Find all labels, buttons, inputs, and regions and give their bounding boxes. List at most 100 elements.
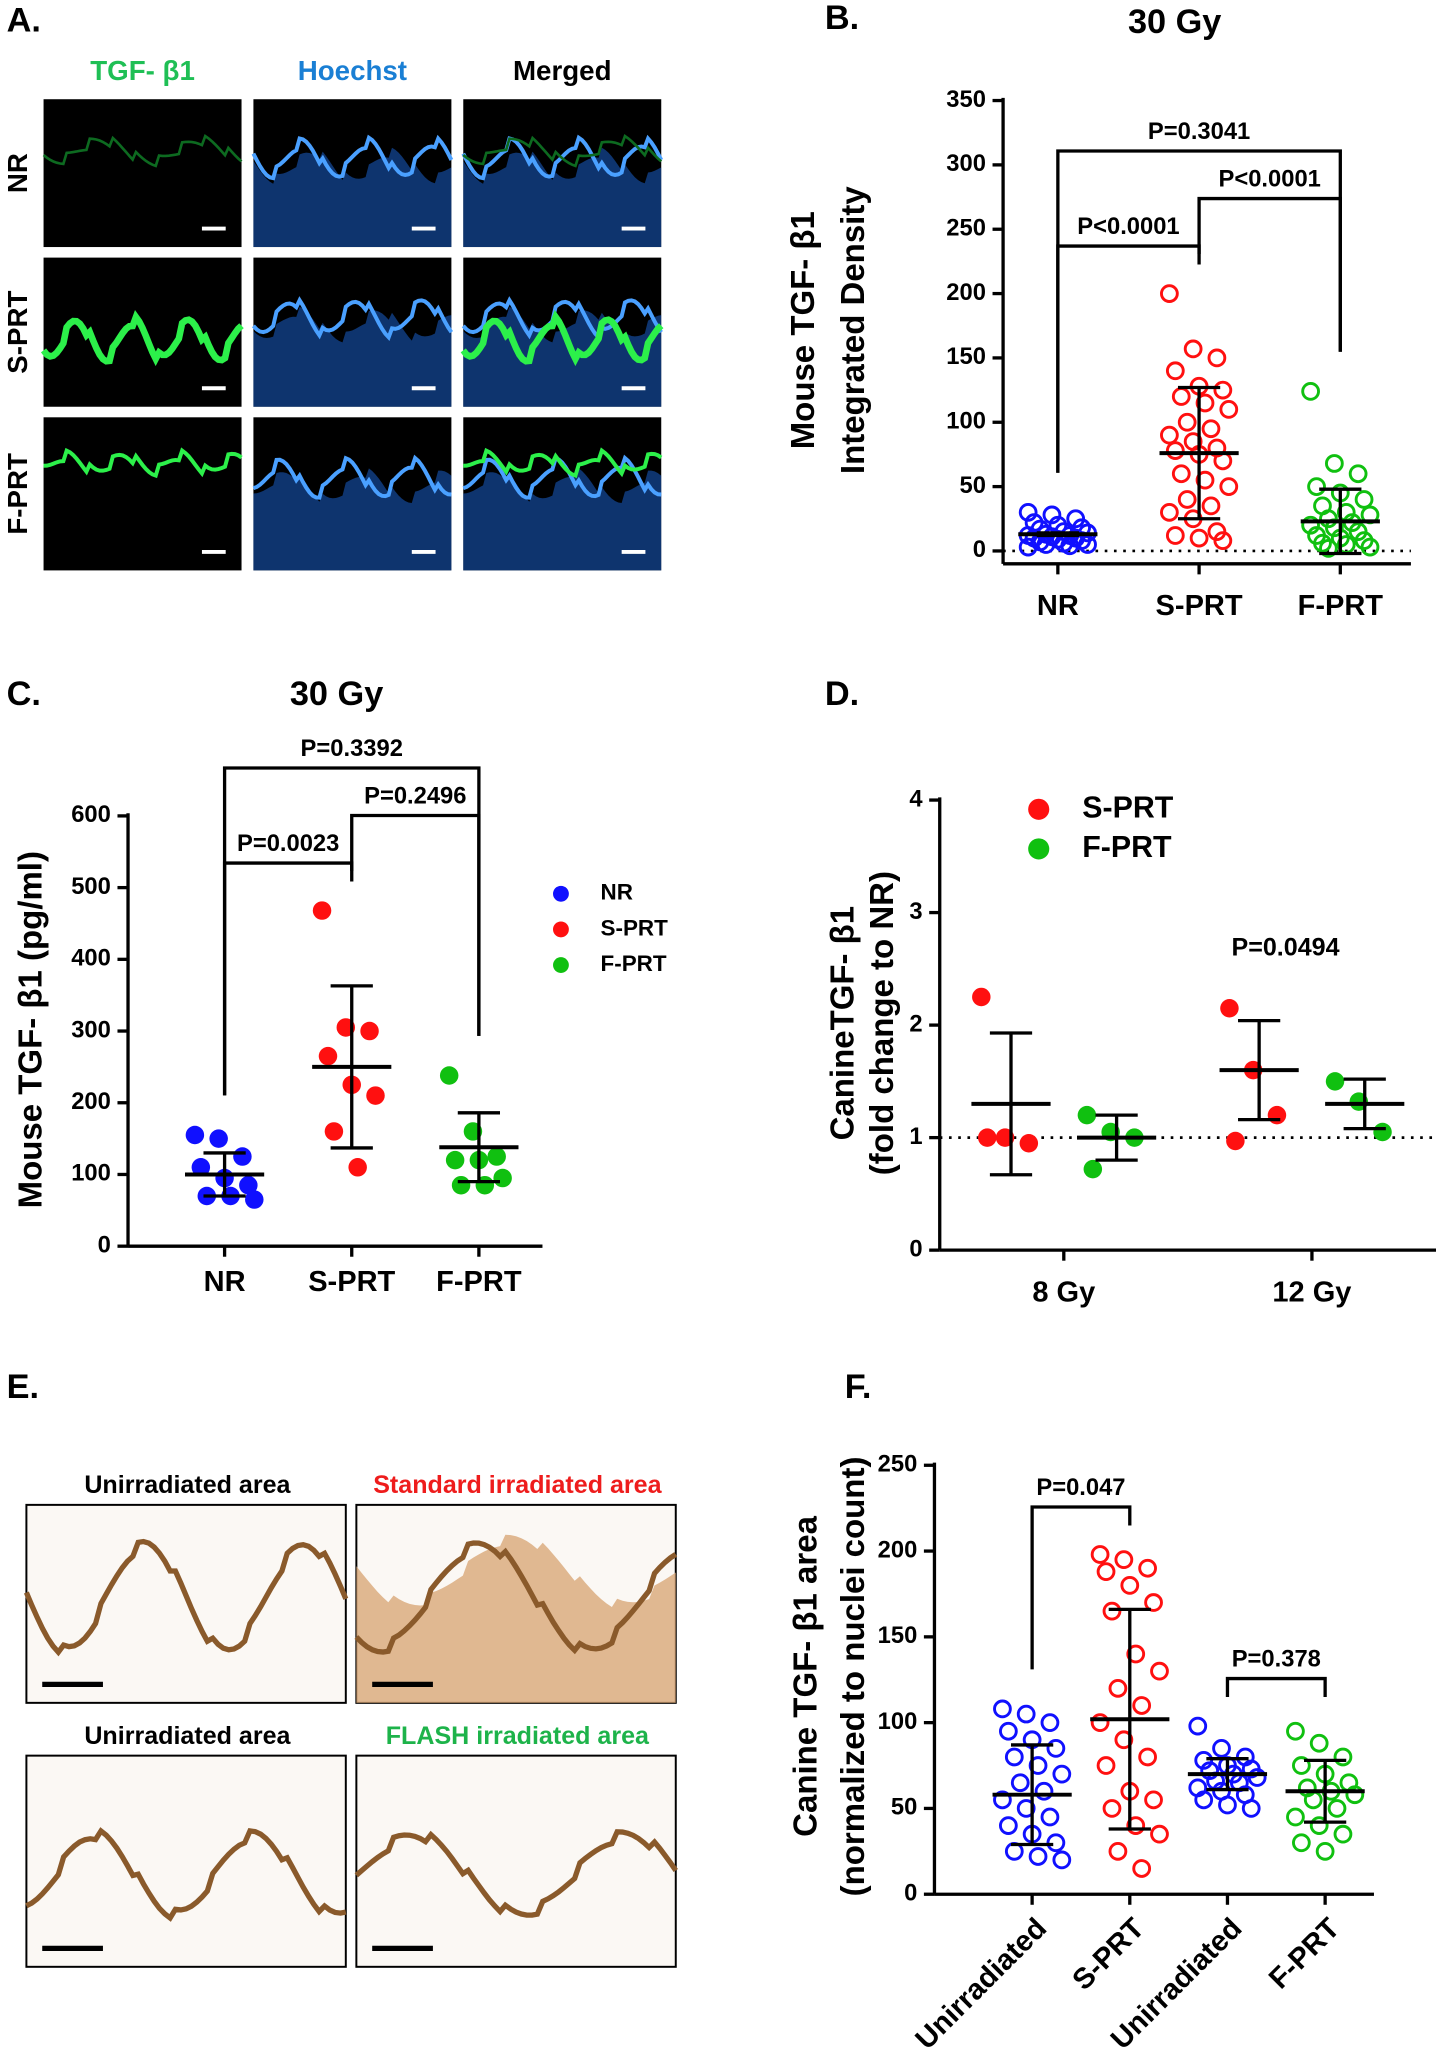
x-tick-label: S-PRT [308,1266,395,1298]
legend-label: F-PRT [601,951,667,976]
data-point [348,1158,367,1177]
legend-label: S-PRT [1082,791,1173,824]
data-point [1177,412,1197,432]
y-tick-label: 2 [909,1010,922,1037]
data-point [1016,1799,1036,1818]
y-axis-label: CanineTGF- β1 [823,906,860,1141]
p-value: P=0.3392 [301,735,403,762]
data-point [1373,1122,1392,1142]
panel-label: D. [825,675,859,713]
tissue-edge [354,1829,678,1918]
x-tick-label: F-PRT [1298,590,1384,622]
data-point [1201,419,1221,439]
data-point [1028,1847,1048,1866]
panel-label: F. [845,1368,872,1406]
tgf-stain [460,310,664,367]
data-point [1315,1841,1335,1861]
y-tick-label: 100 [71,1160,111,1187]
y-tick-label: 0 [904,1880,917,1907]
data-point [318,1046,338,1066]
data-point [1212,1739,1231,1758]
data-point [1177,490,1197,509]
tissue-edge [461,296,663,342]
data-point [1333,1747,1353,1767]
data-point [1226,1131,1245,1151]
data-point [1165,526,1185,545]
y-tick-label: 150 [946,343,986,370]
data-point [1325,454,1344,473]
row-label: F-PRT [2,453,33,535]
legend-marker [1028,838,1050,860]
sd-bar [1108,1607,1151,1831]
sd-bar [1036,531,1079,538]
data-point [1034,1781,1054,1801]
data-point [1096,1562,1116,1582]
significance-bracket [222,766,481,1096]
data-point [1018,537,1038,557]
data-point [1292,1756,1311,1775]
data-point [1040,1713,1060,1733]
y-tick-label: 250 [878,1451,918,1478]
sd-bar [1319,487,1362,556]
micrograph [355,1754,677,1968]
y-tick-label: 1 [909,1123,922,1150]
data-point [1042,505,1062,525]
y-tick-label: 150 [878,1622,918,1649]
data-point [1052,1764,1072,1784]
data-point [993,1699,1012,1719]
column-header: Hoechst [298,55,407,86]
data-point [1194,1751,1214,1770]
data-point [1301,382,1320,401]
data-point [1144,1593,1163,1612]
p-value: P=0.047 [1036,1474,1125,1501]
sd-bar [1304,1758,1347,1824]
micrograph [43,99,242,248]
y-tick-label: 200 [946,279,986,306]
data-point [1267,1105,1287,1125]
x-tick-label: NR [1037,590,1079,622]
micrograph [43,417,242,571]
tissue-edge [25,1827,347,1922]
data-point [993,1790,1012,1810]
data-point [1165,361,1185,381]
y-axis-label: Canine TGF- β1 area [786,1515,823,1836]
tile-caption: FLASH irradiated area [386,1722,650,1750]
data-point [1200,1761,1220,1781]
data-point [439,1066,459,1085]
tissue-edge [251,296,454,342]
data-point [1160,425,1179,445]
y-tick-label: 400 [71,945,111,972]
data-point [1132,1859,1152,1878]
data-point [1019,1134,1039,1153]
micrograph [25,1754,347,1968]
sd-bar [1343,1077,1386,1131]
data-point [1219,477,1239,496]
data-point [1307,477,1326,496]
data-point [1078,535,1097,554]
tissue-edge [354,1540,678,1655]
data-point [1213,380,1233,400]
data-point [978,1128,997,1147]
p-value: P=0.0023 [237,830,339,857]
legend-marker [553,921,569,938]
data-point [1018,502,1038,522]
data-point [1333,1824,1353,1844]
nuclei-stain [253,306,452,407]
data-point [245,1190,264,1209]
data-point [1090,1545,1110,1564]
data-point [1160,284,1179,303]
tissue [356,1534,676,1703]
y-tick-label: 100 [946,408,986,435]
data-point [1301,515,1320,535]
p-value: P=0.378 [1232,1645,1321,1672]
data-point [445,1150,465,1170]
data-point [1165,441,1185,460]
x-tick-label: 8 Gy [1032,1276,1095,1308]
data-point [1220,998,1239,1018]
data-point [312,901,332,920]
data-point [1028,1756,1048,1775]
data-point [998,1721,1018,1741]
y-tick-label: 250 [946,215,986,242]
y-axis-label: Mouse TGF- β1 [784,211,821,449]
x-tick-label: Unirradiated [910,1912,1053,2055]
